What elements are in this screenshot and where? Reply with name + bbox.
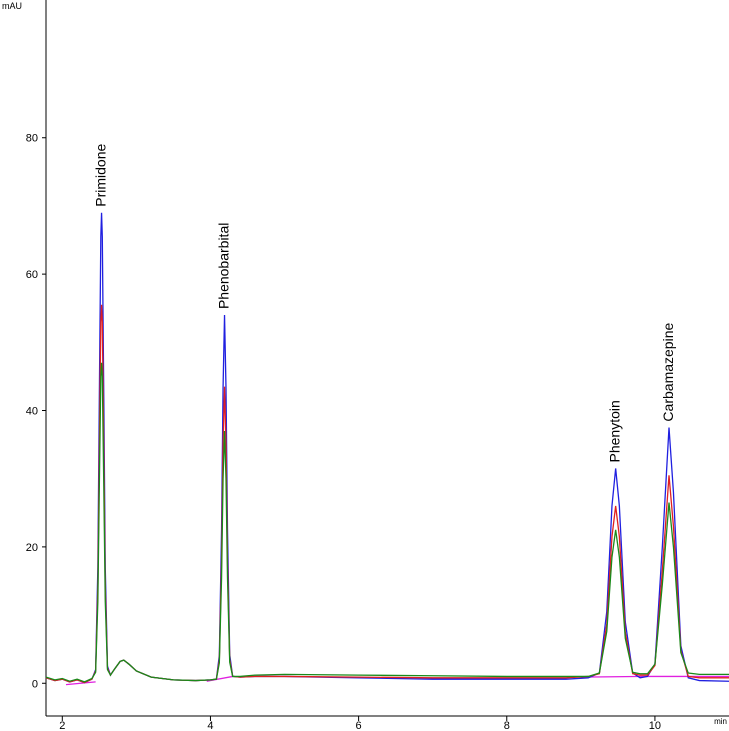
y-tick-label: 40 [26, 406, 38, 418]
trace [45, 362, 729, 683]
y-tick-label: 0 [32, 678, 38, 690]
trace [45, 212, 729, 684]
x-tick-label: 6 [356, 720, 362, 731]
y-tick-label: 60 [26, 269, 38, 281]
peak-label: Carbamazepine [660, 323, 676, 422]
x-tick-label: 10 [649, 720, 661, 731]
y-tick-label: 80 [26, 133, 38, 145]
peak-label: Phenobarbital [216, 223, 232, 309]
x-tick-label: 8 [504, 720, 510, 731]
x-tick-label: 2 [59, 720, 65, 731]
x-tick-label: 4 [207, 720, 213, 731]
y-tick-label: 20 [26, 542, 38, 554]
peak-label: Phenytoin [607, 400, 623, 462]
trace [45, 304, 729, 684]
x-axis-label: min [714, 717, 727, 726]
y-axis-label: mAU [2, 1, 22, 11]
peak-label: Primidone [93, 144, 109, 207]
